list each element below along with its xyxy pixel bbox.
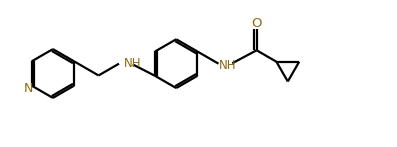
Text: NH: NH (124, 57, 142, 70)
Text: NH: NH (218, 59, 236, 72)
Text: O: O (251, 17, 262, 30)
Text: N: N (24, 82, 33, 95)
